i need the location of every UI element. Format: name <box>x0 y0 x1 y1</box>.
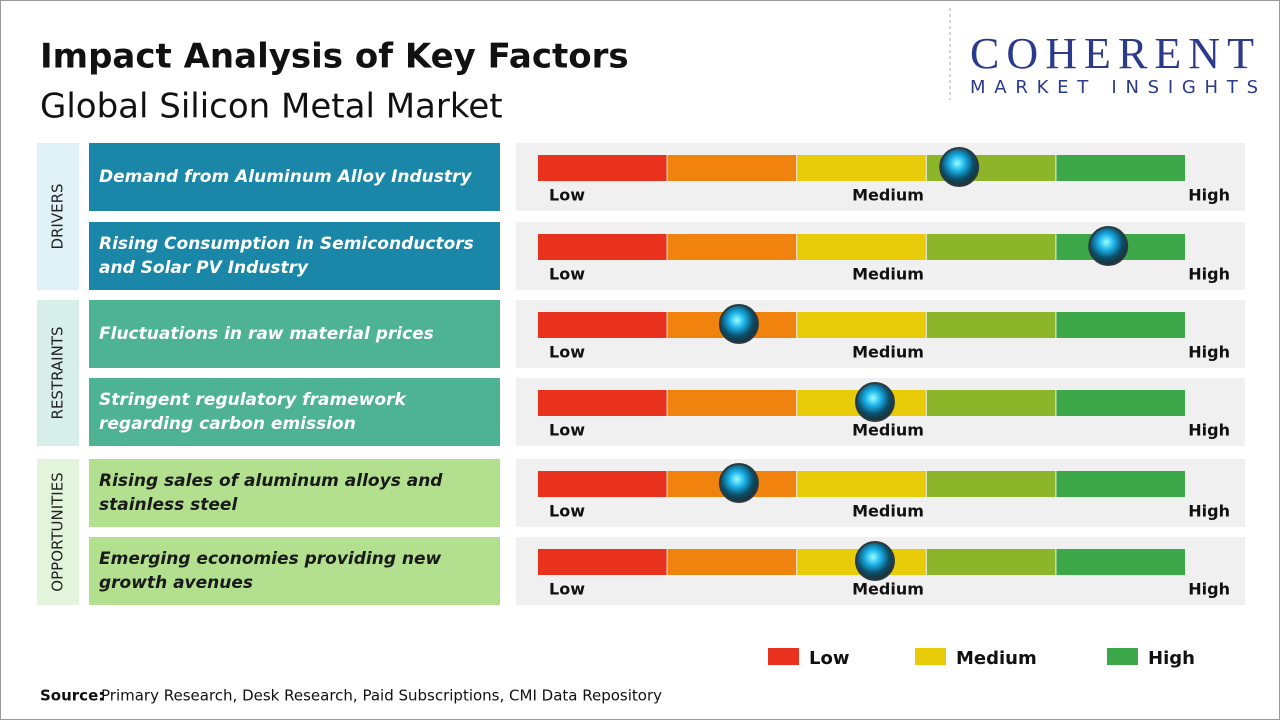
scale-label: High <box>1188 343 1230 362</box>
legend-swatch <box>915 648 946 665</box>
scale-segment <box>1056 549 1185 575</box>
source-text: Primary Research, Desk Research, Paid Su… <box>101 687 662 705</box>
title: Impact Analysis of Key Factors <box>40 37 629 77</box>
scale-segment <box>926 390 1056 416</box>
scale-segment <box>538 234 667 260</box>
scale-segment <box>667 390 797 416</box>
scale-segment <box>1056 390 1185 416</box>
scale-segment <box>797 312 926 338</box>
impact-knob <box>718 463 759 503</box>
impact-knob <box>718 304 759 344</box>
scale-label: Low <box>549 186 585 205</box>
factor-box <box>89 459 500 527</box>
scale-segment <box>538 155 667 181</box>
scale-label: Low <box>549 421 585 440</box>
scale-label: Medium <box>852 186 924 205</box>
legend-label: Low <box>809 648 849 669</box>
scale-label: Medium <box>852 343 924 362</box>
scale-segment <box>797 471 926 497</box>
group-band <box>37 300 79 446</box>
legend-label: Medium <box>956 648 1037 669</box>
scale-segment <box>538 312 667 338</box>
group-band <box>37 143 79 290</box>
group-label: RESTRAINTS <box>49 327 67 420</box>
scale-segment <box>667 234 797 260</box>
scale-segment <box>538 549 667 575</box>
group-label: OPPORTUNITIES <box>49 472 67 591</box>
legend-label: High <box>1148 648 1195 669</box>
scale-label: Low <box>549 265 585 284</box>
subtitle: Global Silicon Metal Market <box>40 87 503 127</box>
group-band <box>37 459 79 605</box>
logo-tagline: MARKET INSIGHTS <box>970 77 1258 98</box>
factor-label: Demand from Aluminum Alloy Industry <box>99 167 472 187</box>
factor-box <box>89 378 500 446</box>
scale-segment <box>1056 471 1185 497</box>
scale-label: Low <box>549 580 585 599</box>
scale-segment <box>926 312 1056 338</box>
impact-knob <box>854 541 895 581</box>
legend-swatch <box>768 648 799 665</box>
scale-label: High <box>1188 265 1230 284</box>
legend-swatch <box>1107 648 1138 665</box>
scale-segment <box>926 471 1056 497</box>
scale-label: High <box>1188 421 1230 440</box>
scale-segment <box>667 549 797 575</box>
scale-segment <box>926 234 1056 260</box>
group-label: DRIVERS <box>49 183 67 249</box>
factor-label: Emerging economies providing new growth … <box>99 549 442 593</box>
scale-label: High <box>1188 186 1230 205</box>
factor-label: Rising sales of aluminum alloys and stai… <box>99 471 443 515</box>
impact-knob <box>939 147 980 187</box>
scale-segment <box>538 471 667 497</box>
scale-segment <box>1056 155 1185 181</box>
factor-box <box>89 537 500 605</box>
scale-segment <box>926 549 1056 575</box>
impact-knob <box>1088 226 1129 266</box>
scale-label: Medium <box>852 502 924 521</box>
scale-segment <box>538 390 667 416</box>
scale-segment <box>797 234 926 260</box>
factor-box <box>89 222 500 290</box>
factor-label: Fluctuations in raw material prices <box>99 324 434 344</box>
factor-box <box>89 143 500 211</box>
scale-segment <box>1056 312 1185 338</box>
factor-label: Rising Consumption in Semiconductors and… <box>99 234 474 278</box>
source-label: Source: <box>40 687 104 705</box>
impact-knob <box>854 382 895 422</box>
scale-label: High <box>1188 502 1230 521</box>
scale-label: Medium <box>852 580 924 599</box>
scale-label: Low <box>549 343 585 362</box>
factor-box <box>89 300 500 368</box>
factor-label: Stringent regulatory framework regarding… <box>99 390 406 434</box>
scale-label: Medium <box>852 265 924 284</box>
scale-segment <box>667 155 797 181</box>
scale-segment <box>797 155 926 181</box>
scale-label: High <box>1188 580 1230 599</box>
scale-label: Low <box>549 502 585 521</box>
scale-label: Medium <box>852 421 924 440</box>
